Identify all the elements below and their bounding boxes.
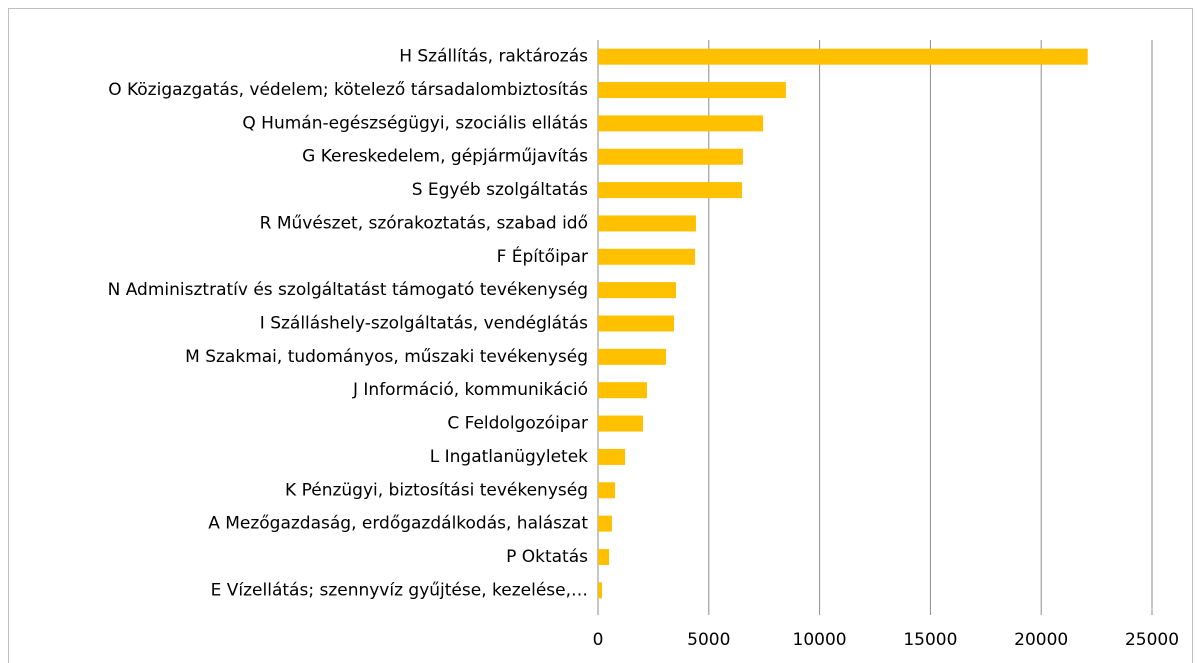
bar bbox=[598, 382, 647, 399]
bar bbox=[598, 182, 743, 199]
y-tick-label: J Információ, kommunikáció bbox=[352, 380, 588, 400]
bar bbox=[598, 115, 764, 132]
x-tick-label: 5000 bbox=[687, 630, 730, 650]
bar bbox=[598, 415, 643, 432]
bar bbox=[598, 48, 1088, 65]
bar bbox=[598, 515, 612, 532]
bar bbox=[598, 248, 696, 265]
y-tick-label: R Művészet, szórakoztatás, szabad idő bbox=[260, 213, 588, 233]
y-tick-label: F Építőipar bbox=[497, 245, 588, 267]
bar bbox=[598, 482, 616, 499]
bar bbox=[598, 82, 786, 99]
y-tick-label: M Szakmai, tudományos, műszaki tevékenys… bbox=[185, 347, 588, 367]
bar bbox=[598, 448, 626, 465]
chart-frame bbox=[8, 8, 1193, 663]
y-tick-label: E Vízellátás; szennyvíz gyűjtése, kezelé… bbox=[211, 580, 588, 600]
y-tick-label: G Kereskedelem, gépjárműjavítás bbox=[302, 147, 588, 167]
bar bbox=[598, 548, 610, 565]
y-tick-label: Q Humán-egészségügyi, szociális ellátás bbox=[242, 113, 588, 133]
y-tick-label: A Mezőgazdaság, erdőgazdálkodás, halásza… bbox=[208, 514, 588, 534]
bar bbox=[598, 582, 602, 599]
x-tick-label: 0 bbox=[593, 630, 604, 650]
y-tick-label: I Szálláshely-szolgáltatás, vendéglátás bbox=[260, 314, 588, 334]
y-tick-label: H Szállítás, raktározás bbox=[399, 47, 588, 67]
bar bbox=[598, 282, 677, 299]
bar bbox=[598, 215, 696, 232]
y-tick-label: O Közigazgatás, védelem; kötelező társad… bbox=[108, 80, 588, 100]
x-tick-label: 20000 bbox=[1014, 630, 1068, 650]
y-tick-label: L Ingatlanügyletek bbox=[430, 447, 588, 467]
x-tick-label: 10000 bbox=[793, 630, 847, 650]
bar bbox=[598, 148, 743, 165]
x-tick-label: 25000 bbox=[1125, 630, 1179, 650]
y-tick-label: P Oktatás bbox=[506, 547, 588, 567]
y-tick-label: N Adminisztratív és szolgáltatást támoga… bbox=[108, 280, 588, 300]
y-tick-label: S Egyéb szolgáltatás bbox=[412, 180, 588, 200]
bar bbox=[598, 348, 667, 365]
y-tick-label: K Pénzügyi, biztosítási tevékenység bbox=[285, 480, 588, 500]
bar bbox=[598, 315, 675, 332]
y-tick-label: C Feldolgozóipar bbox=[447, 414, 588, 434]
x-tick-label: 15000 bbox=[903, 630, 957, 650]
